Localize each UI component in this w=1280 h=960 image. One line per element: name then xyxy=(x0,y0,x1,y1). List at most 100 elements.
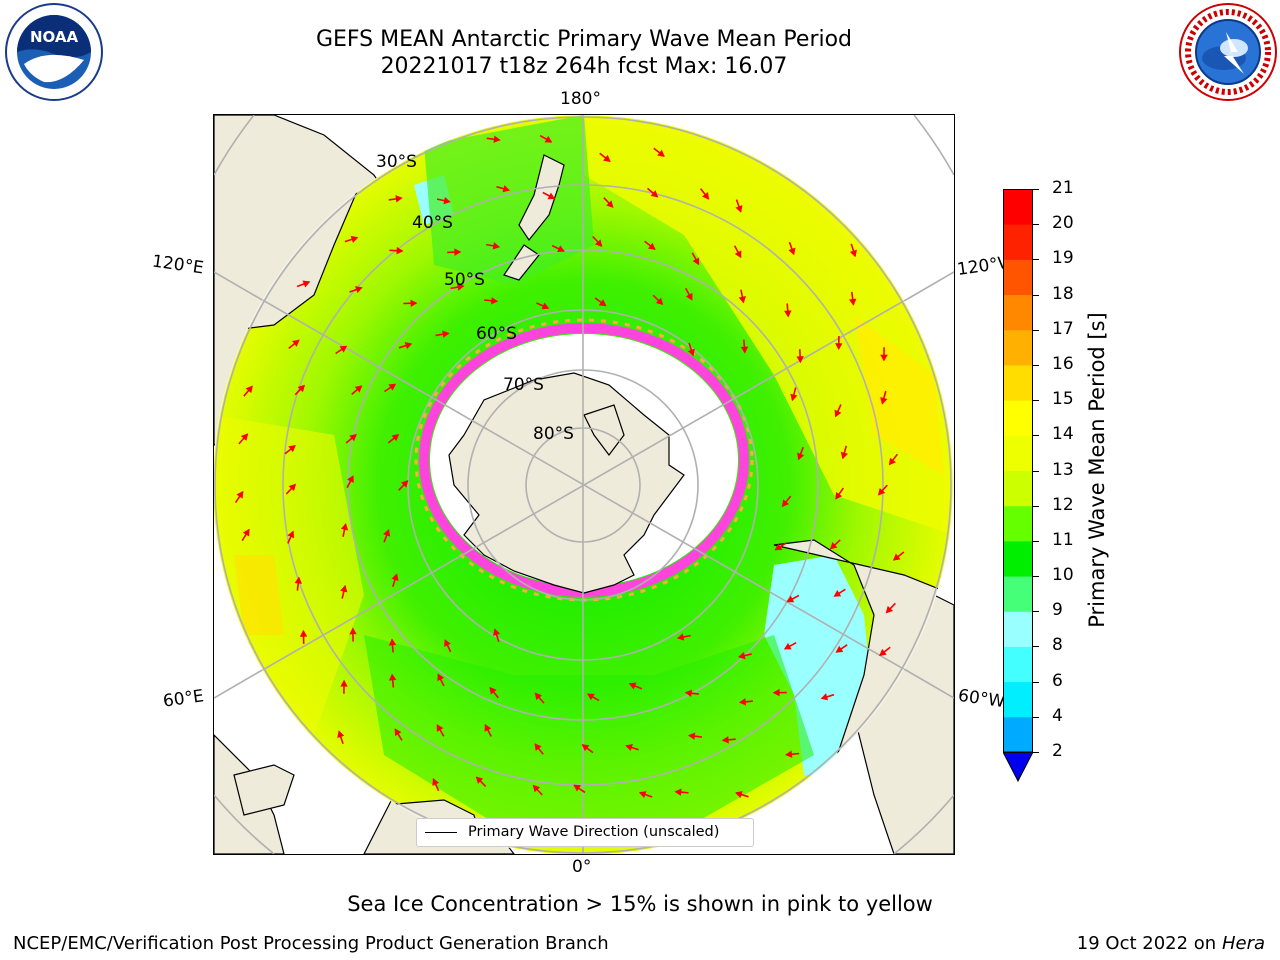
colorbar-tick-mark xyxy=(1033,329,1039,331)
wave-arrow-head xyxy=(349,627,357,635)
colorbar-tick-mark xyxy=(1033,540,1039,542)
colorbar-tick-mark xyxy=(1033,189,1039,190)
colorbar-tick-label: 6 xyxy=(1052,670,1063,691)
wave-arrow-head xyxy=(436,724,444,732)
wave-arrow-head xyxy=(396,247,404,255)
wave-arrow-head xyxy=(294,576,302,584)
nws-logo-icon xyxy=(1179,3,1277,101)
wave-arrow-head xyxy=(349,434,357,442)
wave-arrow-head xyxy=(647,242,656,250)
colorbar-tick-label: 4 xyxy=(1052,705,1063,726)
legend-line-icon xyxy=(425,832,457,833)
wave-arrow-head xyxy=(557,245,565,253)
colorbar-cell xyxy=(1003,364,1033,401)
wave-arrow-head xyxy=(692,257,700,266)
colorbar-cell xyxy=(1003,435,1033,471)
colorbar-cell xyxy=(1003,400,1033,436)
wave-arrow-head xyxy=(586,693,595,701)
colorbar-tick-mark xyxy=(1033,364,1039,366)
colorbar-tick-label: 11 xyxy=(1052,529,1074,550)
colorbar-tick-mark xyxy=(1033,752,1039,753)
colorbar-tick-label: 20 xyxy=(1052,213,1074,234)
wave-arrow-head xyxy=(772,688,780,697)
wave-arrow-head xyxy=(400,480,409,488)
colorbar-tick-label: 17 xyxy=(1052,318,1074,339)
colorbar-cell xyxy=(1003,294,1033,331)
wave-arrow-head xyxy=(240,433,249,441)
wave-arrow-head xyxy=(676,633,685,641)
wave-arrow-head xyxy=(638,791,647,799)
wave-arrow-head xyxy=(340,584,348,593)
colorbar-tick-label: 16 xyxy=(1052,353,1074,374)
wave-arrow-head xyxy=(339,345,348,353)
wave-arrow-head xyxy=(493,628,501,636)
colorbar-cell xyxy=(1003,470,1033,507)
wave-arrow-head xyxy=(492,242,501,250)
wave-arrow-head xyxy=(532,784,541,793)
lon-label-180: 180° xyxy=(560,89,601,109)
wave-arrow-head xyxy=(849,298,857,306)
wave-arrow-head xyxy=(297,384,306,393)
lat-label-80s: 80°S xyxy=(533,424,574,444)
wave-arrow-head xyxy=(835,645,844,653)
wave-arrow-head xyxy=(288,444,296,453)
colorbar-extend-arrow xyxy=(1003,751,1033,782)
wave-arrow-head xyxy=(388,673,397,681)
wave-arrow-head xyxy=(355,286,363,294)
wave-arrow-head xyxy=(785,750,793,758)
wave-arrow-head xyxy=(287,530,295,539)
wave-arrow-head xyxy=(738,698,747,706)
wave-arrow-head xyxy=(835,492,843,500)
wave-arrow-head xyxy=(443,196,451,205)
wave-arrow-head xyxy=(337,730,345,739)
wave-arrow-head xyxy=(493,135,501,143)
wave-arrow-head xyxy=(489,686,497,695)
wave-arrow-head xyxy=(236,490,244,499)
wave-arrow-head xyxy=(687,348,695,357)
wave-arrow-head xyxy=(738,651,746,660)
colorbar-tick-label: 14 xyxy=(1052,424,1074,445)
colorbar-tick-label: 12 xyxy=(1052,494,1074,515)
wave-arrow-head xyxy=(454,248,462,256)
wave-arrow-head xyxy=(502,185,511,193)
colorbar-cell xyxy=(1003,224,1033,260)
wave-arrow-head xyxy=(340,523,349,531)
wave-arrow-head xyxy=(740,346,749,354)
wave-arrow-head xyxy=(594,239,603,247)
wave-arrow-head xyxy=(781,499,790,507)
wave-arrow-head xyxy=(628,682,637,690)
colorbar-tick-mark xyxy=(1033,470,1039,472)
svg-text:NOAA: NOAA xyxy=(30,28,79,46)
wave-arrow-head xyxy=(880,354,888,362)
lat-label-70s: 70°S xyxy=(503,375,544,395)
wave-arrow-head xyxy=(892,553,901,561)
wave-arrow-head xyxy=(606,200,614,208)
wave-arrow-head xyxy=(475,776,484,784)
wave-arrow-head xyxy=(829,542,838,550)
lon-label-60w: 60°W xyxy=(956,685,1007,713)
wave-arrow-head xyxy=(834,409,842,418)
colorbar-tick-label: 21 xyxy=(1052,178,1074,198)
lon-label-0: 0° xyxy=(572,857,592,877)
wave-arrow-head xyxy=(685,292,693,301)
chart-subtitle: 20221017 t18z 264h fcst Max: 16.07 xyxy=(380,54,788,79)
colorbar-cell xyxy=(1003,540,1033,577)
map-legend: Primary Wave Direction (unscaled) xyxy=(416,818,754,847)
wave-arrow-head xyxy=(786,595,795,603)
colorbar-cell xyxy=(1003,189,1033,225)
lat-label-30s: 30°S xyxy=(376,152,417,172)
wave-arrow-head xyxy=(820,693,829,701)
footer-machine: Hera xyxy=(1221,933,1265,954)
wave-arrow-head xyxy=(245,385,253,394)
chart-title: GEFS MEAN Antarctic Primary Wave Mean Pe… xyxy=(315,27,853,52)
wave-arrow-head xyxy=(388,383,397,391)
lat-label-60s: 60°S xyxy=(476,324,517,344)
wave-arrow-head xyxy=(840,451,848,460)
lat-label-50s: 50°S xyxy=(444,270,485,290)
colorbar-cell xyxy=(1003,716,1033,753)
wave-arrow-head xyxy=(383,529,391,537)
wave-arrow-head xyxy=(347,475,354,484)
colorbar-cell xyxy=(1003,611,1033,647)
colorbar-tick-mark xyxy=(1033,259,1039,261)
wave-arrow-head xyxy=(835,343,843,351)
